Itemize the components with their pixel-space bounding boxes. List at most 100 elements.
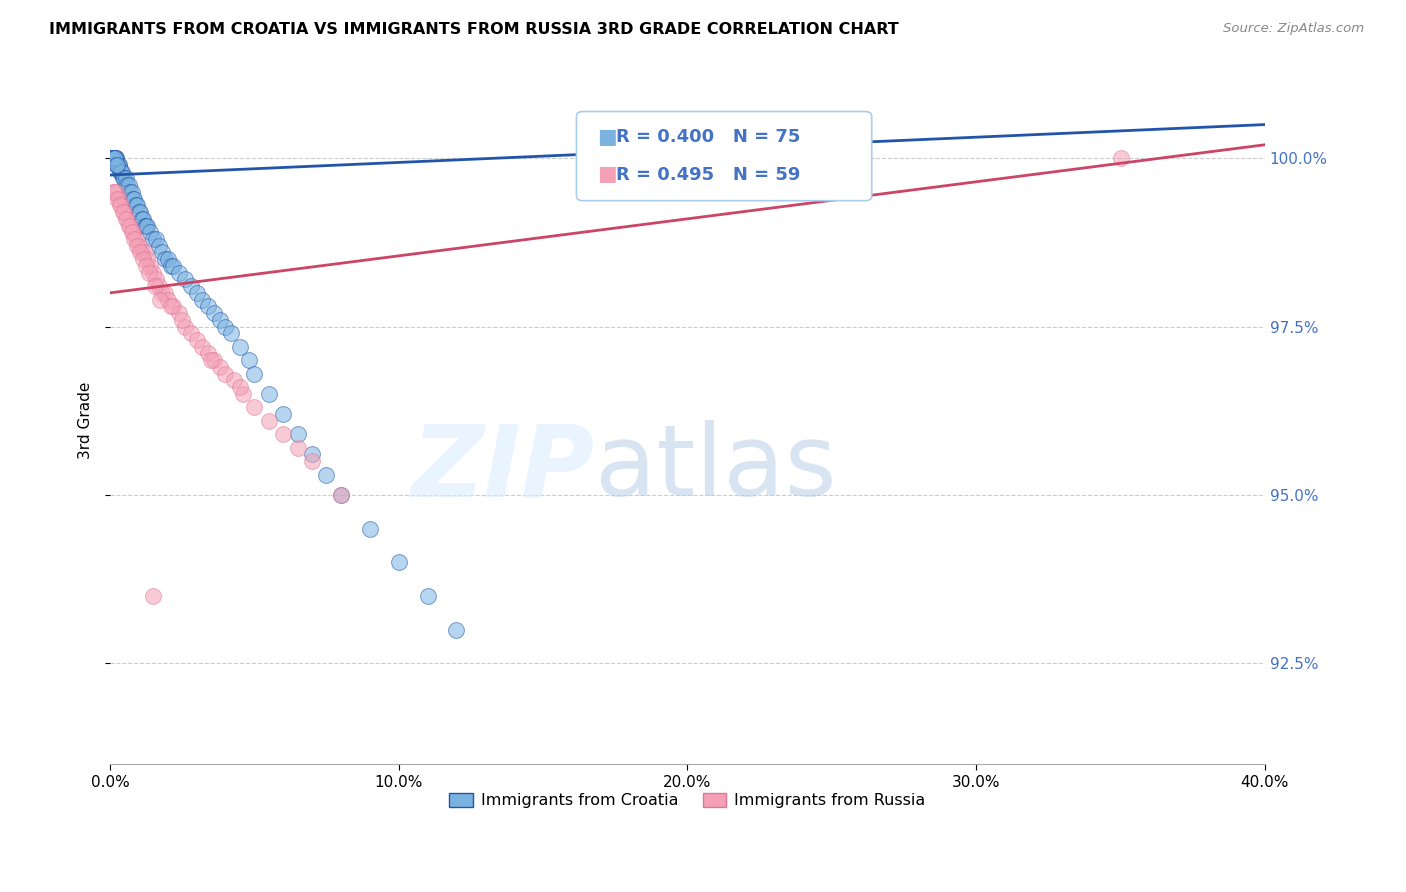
Point [128,205,150,219]
Point [159,299,181,313]
Point [128,239,150,253]
Point [105,158,128,172]
Point [148,279,170,293]
Point [149,293,172,307]
Point [301,447,323,461]
Point [214,319,236,334]
Point [104,185,127,199]
Point [104,151,127,165]
Point [243,367,266,381]
Point [101,185,124,199]
Point [111,205,134,219]
Point [172,313,194,327]
Point [156,293,179,307]
Point [388,555,411,569]
Point [219,326,242,341]
Point [174,319,197,334]
Point [104,151,127,165]
Point [134,219,156,233]
Point [110,164,132,178]
Point [131,211,153,226]
Point [287,427,309,442]
Point [197,346,219,360]
Point [202,306,225,320]
Point [287,441,309,455]
Point [100,151,122,165]
Point [114,211,136,226]
Text: R = 0.495   N = 59: R = 0.495 N = 59 [616,166,800,184]
Point [359,522,381,536]
Point [139,259,162,273]
Point [143,279,166,293]
Point [122,225,145,239]
Point [136,219,159,233]
Point [180,326,202,341]
Point [121,225,143,239]
Point [148,239,170,253]
Point [132,211,155,226]
Point [124,232,146,246]
Text: R = 0.400   N = 75: R = 0.400 N = 75 [616,128,800,146]
Point [111,164,134,178]
Point [138,266,160,280]
Point [159,259,181,273]
Legend: Immigrants from Croatia, Immigrants from Russia: Immigrants from Croatia, Immigrants from… [443,786,932,814]
Point [107,158,129,172]
Point [167,266,190,280]
Point [142,232,165,246]
Point [202,353,225,368]
Point [136,252,159,267]
Point [124,192,146,206]
Point [105,158,128,172]
Point [153,285,176,300]
Point [329,488,352,502]
Point [186,285,208,300]
Point [105,151,128,165]
Point [180,279,202,293]
Point [156,252,179,267]
Point [162,259,184,273]
Point [105,158,128,172]
Point [446,623,468,637]
Point [191,293,214,307]
Point [301,454,323,468]
Point [101,151,124,165]
Point [132,252,155,267]
Point [150,245,173,260]
Point [167,306,190,320]
Point [229,380,252,394]
Point [125,232,148,246]
Point [112,205,135,219]
Point [122,192,145,206]
Point [208,313,231,327]
Point [101,151,124,165]
Point [108,164,131,178]
Point [197,299,219,313]
Point [110,198,132,212]
Point [200,353,222,368]
Point [101,151,124,165]
Point [105,192,128,206]
Point [271,427,294,442]
Point [101,151,124,165]
Point [135,219,157,233]
Text: ZIP: ZIP [412,420,595,517]
Point [153,252,176,267]
Point [139,225,162,239]
Point [186,333,208,347]
Point [134,245,156,260]
Point [112,171,135,186]
Y-axis label: 3rd Grade: 3rd Grade [79,382,93,459]
Text: ■: ■ [598,127,617,146]
Point [135,259,157,273]
Point [120,185,142,199]
Point [103,151,125,165]
Point [114,171,136,186]
Point [257,414,280,428]
Point [329,488,352,502]
Text: Source: ZipAtlas.com: Source: ZipAtlas.com [1223,22,1364,36]
Point [150,285,173,300]
Point [416,589,439,603]
Point [107,158,129,172]
Point [214,367,236,381]
